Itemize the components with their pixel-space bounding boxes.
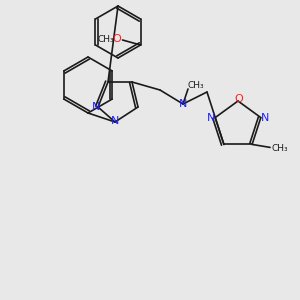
Text: CH₃: CH₃: [188, 82, 204, 91]
Text: CH₃: CH₃: [272, 144, 288, 153]
Text: CH₃: CH₃: [97, 34, 114, 43]
Text: N: N: [111, 116, 119, 126]
Text: N: N: [261, 112, 269, 123]
Text: N: N: [207, 112, 215, 123]
Text: N: N: [92, 102, 100, 112]
Text: O: O: [235, 94, 243, 104]
Text: O: O: [112, 34, 121, 44]
Text: N: N: [179, 99, 187, 109]
